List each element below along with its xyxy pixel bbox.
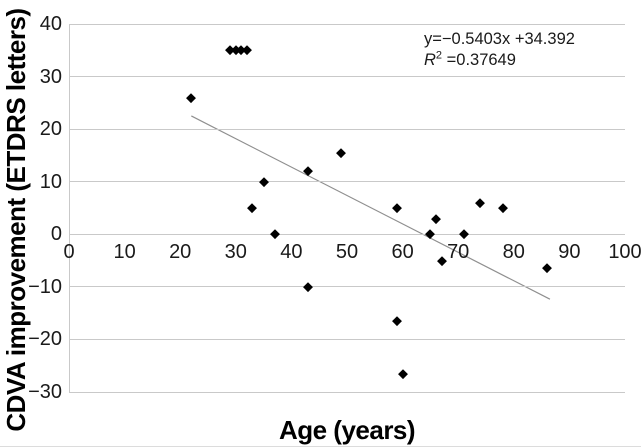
r-squared-line: R2 =0.37649 <box>424 49 516 69</box>
data-point-diamond <box>186 92 197 103</box>
plot-area <box>69 23 625 393</box>
x-tick-label-20: 20 <box>169 241 192 264</box>
gridline-y-30 <box>69 76 625 78</box>
x-tick-label-10: 10 <box>113 241 136 264</box>
y-tick-label--10: −10 <box>28 275 62 298</box>
data-point-diamond <box>542 263 552 274</box>
data-point-diamond <box>242 45 252 56</box>
y-axis-line <box>69 24 70 392</box>
gridline-y--10 <box>69 286 625 288</box>
data-point-diamond <box>336 147 347 158</box>
x-tick-label-70: 70 <box>447 241 470 264</box>
x-tick-label-50: 50 <box>335 241 359 264</box>
trendline <box>191 115 551 300</box>
y-tick-label-30: 30 <box>39 65 62 88</box>
data-point-diamond <box>397 368 408 379</box>
data-point-diamond <box>303 166 313 176</box>
y-tick-label-10: 10 <box>39 170 62 193</box>
x-tick-label-40: 40 <box>280 241 303 264</box>
figure-bottom-border <box>0 446 641 447</box>
gridline-y-10 <box>69 181 625 183</box>
data-point-diamond <box>269 229 280 240</box>
data-point-diamond <box>475 197 486 208</box>
y-tick-label-40: 40 <box>39 13 62 35</box>
trendline-layer <box>191 115 551 300</box>
x-tick-label-100: 100 <box>608 241 641 264</box>
data-point-diamond <box>458 229 469 240</box>
x-axis-title: Age (years) <box>278 415 416 445</box>
regression-annotation: y=−0.5403x +34.392 R2 =0.37649 <box>424 29 575 71</box>
data-point-diamond <box>303 282 313 292</box>
data-point-diamond <box>247 203 258 213</box>
data-point-diamond <box>258 176 269 187</box>
x-tick-label-0: 0 <box>63 241 75 264</box>
x-tick-label-90: 90 <box>558 241 581 264</box>
y-tick-label--30: −30 <box>28 381 62 403</box>
data-point-diamond <box>425 229 436 240</box>
data-point-diamond <box>392 203 402 213</box>
gridline-y--20 <box>69 338 625 340</box>
gridline-y--30 <box>69 391 625 393</box>
y-tick-label-20: 20 <box>39 118 62 141</box>
data-point-diamond <box>392 316 402 326</box>
y-tick-label-0: 0 <box>50 223 62 246</box>
x-tick-label-80: 80 <box>502 241 525 264</box>
x-tick-label-60: 60 <box>391 241 414 264</box>
x-tick-label-30: 30 <box>224 241 247 264</box>
regression-equation: y=−0.5403x +34.392 <box>424 30 575 48</box>
data-point-diamond <box>431 213 441 224</box>
y-tick-label--20: −20 <box>28 328 62 351</box>
gridline-y-20 <box>69 128 625 130</box>
gridline-y-0 <box>69 233 625 235</box>
gridline-y-40 <box>69 23 625 25</box>
data-point-diamond <box>497 203 508 213</box>
